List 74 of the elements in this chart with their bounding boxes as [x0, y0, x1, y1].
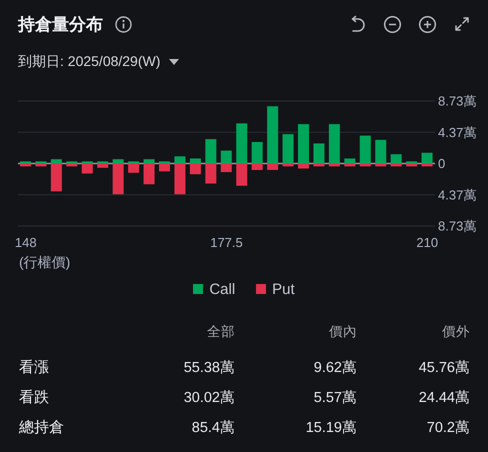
- category-label: 全部: [207, 323, 235, 341]
- bar: [205, 164, 216, 184]
- bar: [112, 164, 124, 194]
- bar: [144, 164, 155, 184]
- bar: [313, 164, 324, 166]
- bar: [390, 164, 402, 166]
- bar: [112, 159, 124, 164]
- y-tick-label: 4.37萬: [438, 187, 476, 202]
- bar: [344, 158, 356, 164]
- x-tick-label: 148: [14, 235, 37, 250]
- y-tick-label: 8.73萬: [438, 218, 476, 234]
- bar: [190, 158, 201, 164]
- text: 85.4萬: [192, 420, 235, 436]
- bar: [252, 164, 263, 170]
- category-label: 看漲: [19, 358, 49, 376]
- text: 9.62萬: [314, 360, 357, 376]
- bar: [35, 164, 46, 166]
- text: 5.57萬: [314, 390, 357, 406]
- bar: [66, 164, 78, 166]
- x-axis-title: (行權價): [19, 254, 70, 272]
- bar: [406, 164, 418, 166]
- bar: [190, 164, 201, 174]
- bar: [205, 139, 216, 164]
- bar: [422, 152, 433, 164]
- bar: [328, 124, 340, 164]
- y-tick-label: 0: [438, 156, 446, 172]
- bar: [174, 164, 186, 194]
- y-tick-label: 8.73萬: [438, 94, 476, 109]
- chart-title: 持倉量分布: [18, 14, 103, 36]
- bar: [97, 164, 108, 168]
- bar: [236, 123, 248, 164]
- legend-label: Put: [272, 280, 295, 298]
- bar: [220, 150, 232, 164]
- x-tick-label: 210: [416, 235, 438, 250]
- category-label: 價內: [329, 323, 357, 341]
- text: 45.76萬: [418, 360, 470, 376]
- bar: [174, 156, 186, 164]
- bar: [360, 136, 371, 164]
- bar: [82, 164, 93, 174]
- bar: [422, 164, 433, 166]
- bar: [236, 164, 248, 186]
- text: 15.19萬: [306, 420, 357, 436]
- bar: [267, 106, 278, 164]
- bar: [50, 164, 62, 192]
- x-tick-label: 177.5: [210, 235, 243, 250]
- bar: [159, 164, 170, 172]
- bar: [313, 143, 324, 164]
- bar: [128, 164, 140, 173]
- bar: [328, 164, 340, 166]
- bar: [390, 154, 402, 164]
- bar: [220, 164, 232, 172]
- legend-label: Call: [209, 280, 236, 298]
- bar: [298, 164, 309, 169]
- bar: [20, 164, 31, 166]
- bar: [282, 164, 294, 166]
- bar: [298, 124, 309, 164]
- bar: [267, 164, 278, 170]
- text: 30.02萬: [184, 390, 235, 406]
- bar: [50, 159, 62, 164]
- text: 55.38萬: [184, 360, 235, 376]
- bar: [252, 142, 263, 164]
- text: 24.44萬: [418, 390, 470, 406]
- y-tick-label: 4.37萬: [438, 124, 476, 140]
- text: 70.2萬: [426, 420, 470, 436]
- bar: [344, 164, 356, 166]
- bar: [282, 134, 294, 164]
- category-label: 價外: [442, 323, 470, 341]
- bar: [375, 164, 386, 166]
- category-label: 看跌: [19, 388, 49, 406]
- bar: [360, 164, 371, 166]
- bar: [375, 140, 386, 164]
- bar: [144, 159, 155, 164]
- chart-subtitle: 到期日: 2025/08/29(W): [18, 53, 160, 71]
- category-label: 總持倉: [19, 418, 64, 436]
